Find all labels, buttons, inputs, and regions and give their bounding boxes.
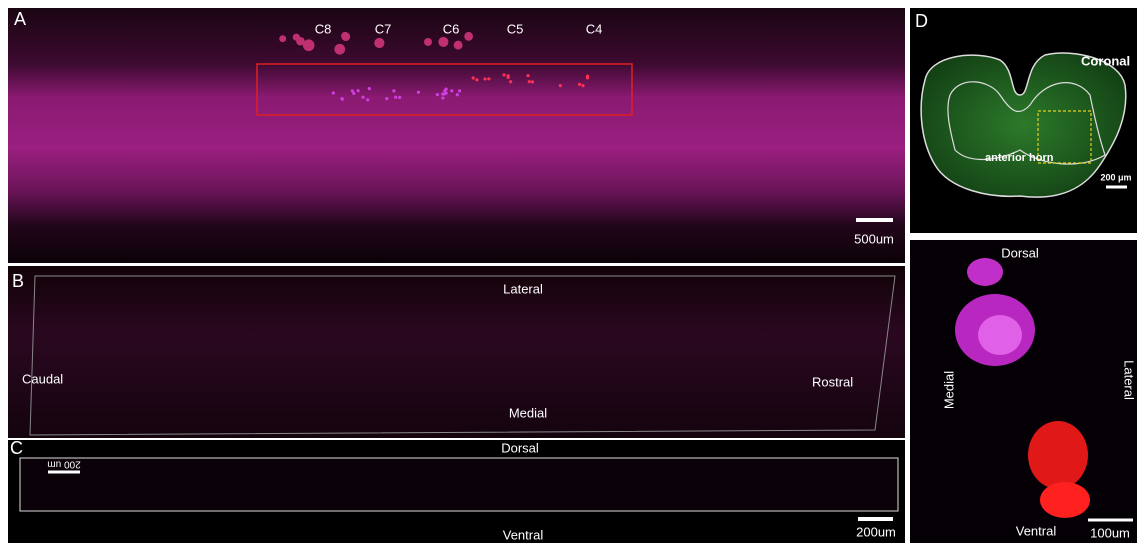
- cell: [507, 76, 510, 79]
- scale-label: 100um: [1090, 525, 1130, 540]
- scale-label: 200 μm: [1100, 172, 1131, 182]
- cell: [531, 80, 534, 83]
- cell-cluster: [1028, 421, 1088, 489]
- cell: [464, 32, 473, 41]
- cell: [374, 38, 384, 48]
- cell: [394, 96, 397, 99]
- cell: [341, 98, 344, 101]
- cell: [392, 89, 395, 92]
- axis-label: Lateral: [1122, 360, 1137, 400]
- cell: [334, 44, 345, 55]
- panel-label: C: [10, 438, 23, 458]
- cell: [483, 77, 486, 80]
- axis-label: Ventral: [503, 527, 544, 542]
- axis-label: Medial: [509, 405, 547, 420]
- cell: [332, 91, 335, 94]
- cell: [366, 98, 369, 101]
- panel-label: D: [915, 11, 928, 31]
- cell: [361, 96, 364, 99]
- panel-label: B: [12, 271, 24, 291]
- cell: [509, 80, 512, 83]
- cell: [526, 74, 529, 77]
- cell: [559, 84, 562, 87]
- axis-label: Ventral: [1016, 523, 1057, 538]
- cell: [368, 87, 371, 90]
- cell: [352, 92, 355, 95]
- axis-label: Dorsal: [501, 440, 539, 455]
- cell: [450, 89, 453, 92]
- axis-label: Medial: [941, 371, 956, 409]
- cell-cluster: [967, 258, 1003, 286]
- scale-label: 500um: [854, 231, 894, 246]
- cell: [296, 37, 304, 45]
- segment-label: C5: [507, 21, 524, 36]
- inset-box: [20, 458, 898, 511]
- cell: [581, 84, 584, 87]
- cell: [487, 77, 490, 80]
- cell: [502, 73, 505, 76]
- cell: [458, 89, 461, 92]
- scale-label: 200um: [856, 524, 896, 539]
- cell: [472, 76, 475, 79]
- cell: [398, 96, 401, 99]
- segment-label: C6: [443, 21, 460, 36]
- segment-label: C7: [375, 21, 392, 36]
- cell: [475, 78, 478, 81]
- cell: [441, 96, 444, 99]
- cell: [385, 97, 388, 100]
- cell: [436, 93, 439, 96]
- axis-label: Lateral: [503, 281, 543, 296]
- cell: [441, 92, 444, 95]
- cell: [454, 41, 463, 50]
- axis-label: Dorsal: [1001, 245, 1039, 260]
- cell: [356, 89, 359, 92]
- cell: [342, 32, 351, 41]
- cell: [417, 91, 420, 94]
- cell: [578, 83, 581, 86]
- cell: [528, 80, 531, 83]
- cell-cluster: [1040, 482, 1090, 518]
- panel-b: [8, 266, 905, 438]
- cell: [456, 93, 459, 96]
- panel-label: A: [14, 9, 26, 29]
- cell: [445, 92, 448, 95]
- axis-label: Rostral: [812, 374, 853, 389]
- segment-label: C4: [586, 21, 603, 36]
- cell: [424, 38, 432, 46]
- cell: [279, 35, 286, 42]
- segment-label: C8: [315, 21, 332, 36]
- cell: [438, 37, 448, 47]
- region-label: anterior horn: [985, 152, 1054, 164]
- cell: [586, 76, 589, 79]
- view-label: Coronal: [1081, 53, 1130, 68]
- cell: [445, 87, 448, 90]
- cell-cluster: [978, 315, 1022, 355]
- figure: A C8 C7 C6 C5 C4 500um B Lateral Caudal …: [0, 0, 1137, 543]
- scale-label: 200 um: [47, 458, 80, 469]
- axis-label: Caudal: [22, 371, 63, 386]
